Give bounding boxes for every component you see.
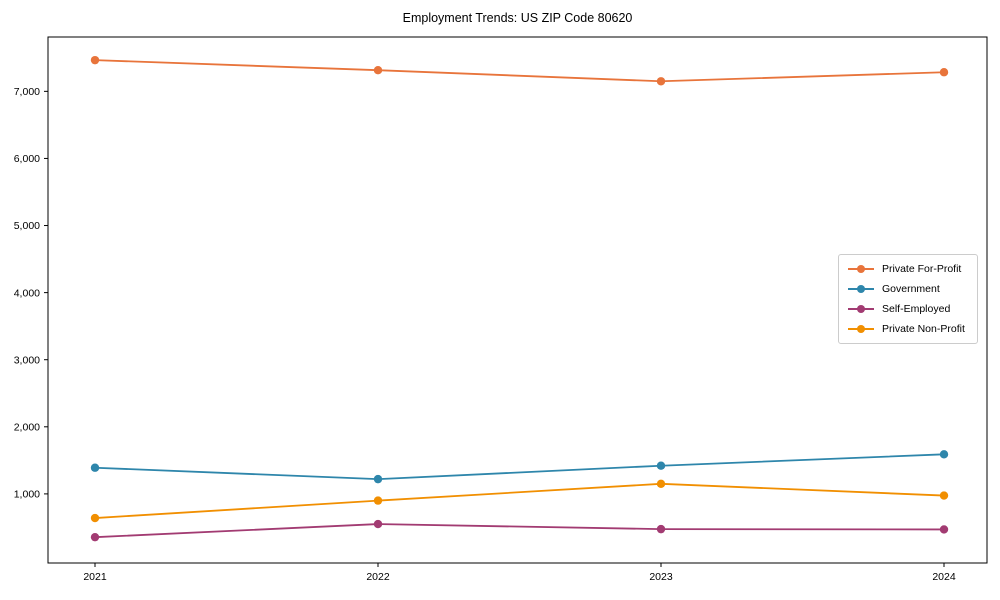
series-line-government (94, 453, 945, 481)
plot-border (47, 36, 988, 564)
series-line-private-for-profit (94, 59, 945, 83)
x-tick-label: 2021 (83, 571, 107, 583)
data-point-marker (939, 450, 949, 459)
data-point-marker (373, 66, 383, 75)
data-point-marker (373, 474, 383, 484)
y-tick-label: 5,000 (14, 220, 40, 232)
series-line-private-non-profit (94, 482, 945, 519)
legend-line-marker-icon (848, 305, 874, 314)
x-tick-label: 2022 (366, 571, 390, 583)
x-tick-label: 2024 (932, 571, 956, 583)
data-point-marker (373, 519, 383, 529)
data-point-marker (656, 461, 666, 470)
data-point-marker (939, 68, 949, 77)
legend-item: Private Non-Profit (839, 323, 977, 335)
data-point-marker (656, 479, 666, 489)
y-tick-label: 7,000 (14, 86, 40, 98)
data-point-marker (90, 513, 100, 523)
x-tick-label: 2023 (649, 571, 673, 583)
legend-label: Self-Employed (882, 303, 951, 315)
data-point-marker (656, 524, 666, 534)
y-tick-label: 3,000 (14, 354, 40, 366)
y-tick-label: 2,000 (14, 422, 40, 434)
legend-line-marker-icon (848, 325, 874, 334)
legend-item: Self-Employed (839, 303, 977, 315)
y-tick-label: 4,000 (14, 287, 40, 299)
legend-label: Private For-Profit (882, 263, 962, 275)
legend-label: Private Non-Profit (882, 323, 965, 335)
data-point-marker (90, 55, 100, 65)
chart-title: Employment Trends: US ZIP Code 80620 (402, 11, 633, 25)
legend-label: Government (882, 283, 940, 295)
data-point-marker (373, 496, 383, 505)
legend-line-marker-icon (848, 285, 874, 294)
data-point-marker (90, 532, 100, 542)
y-tick-label: 1,000 (14, 489, 40, 501)
data-point-marker (90, 463, 100, 472)
y-tick-label: 6,000 (14, 153, 40, 165)
chart-legend: Private For-Profit Government Self-Employe… (838, 254, 978, 344)
data-point-marker (939, 525, 949, 534)
series-line-self-employed (94, 523, 945, 539)
legend-item: Private For-Profit (839, 263, 977, 275)
legend-line-marker-icon (848, 265, 874, 274)
data-point-marker (656, 77, 666, 86)
data-point-marker (939, 491, 949, 500)
legend-item: Government (839, 283, 977, 295)
